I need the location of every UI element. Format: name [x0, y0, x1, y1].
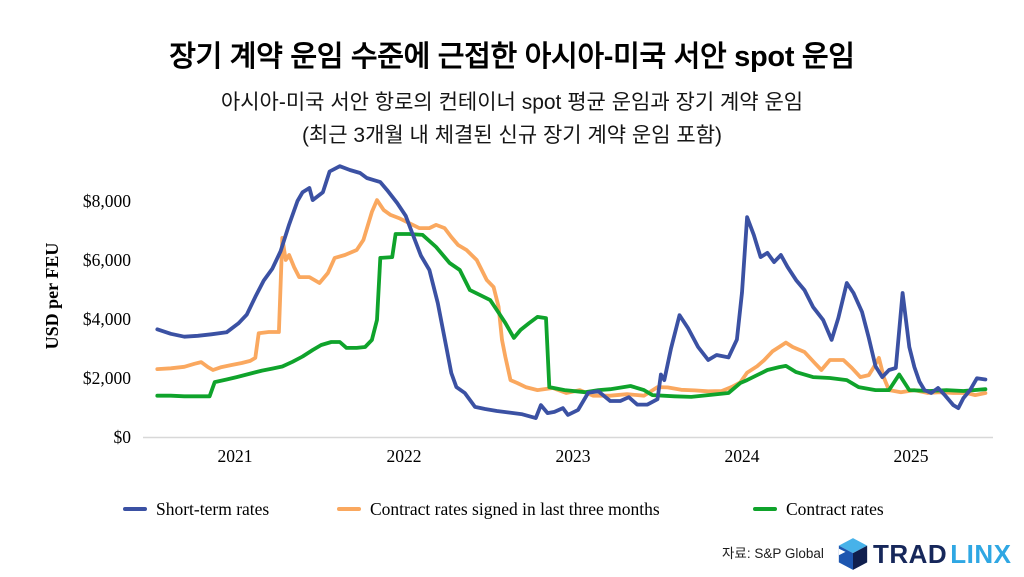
legend-item-contract-rates: Contract rates: [753, 499, 884, 519]
x-tick-label: 2022: [387, 446, 422, 466]
x-tick-label: 2025: [894, 446, 929, 466]
legend-label: Contract rates: [786, 498, 884, 519]
x-tick-label: 2021: [218, 446, 253, 466]
chart-subtitle-line2: (최근 3개월 내 체결된 신규 장기 계약 운임 포함): [301, 124, 723, 147]
source-note: 자료: S&P Global: [722, 546, 824, 561]
legend-label: Contract rates signed in last three mont…: [370, 498, 660, 519]
x-tick-label: 2024: [725, 446, 760, 466]
contract-rates-recent-swatch: [337, 506, 361, 512]
legend-item-short-term-rates: Short-term rates: [123, 499, 269, 519]
y-tick-label: $2,000: [83, 368, 131, 388]
tradlinx-logo: TRAD LINX: [838, 536, 1011, 572]
tradlinx-cube-icon: [838, 538, 868, 570]
y-tick-label: $4,000: [83, 309, 131, 329]
series-line-contract-rates: [155, 232, 988, 399]
page-title: 장기 계약 운임 수준에 근접한 아시아-미국 서안 spot 운임: [169, 41, 855, 73]
y-tick-label: $0: [114, 427, 132, 447]
contract-rates-swatch: [753, 506, 777, 512]
x-tick-label: 2023: [556, 446, 591, 466]
legend-item-contract-rates-recent: Contract rates signed in last three mont…: [337, 499, 660, 519]
short-term-rates-swatch: [123, 506, 147, 512]
y-tick-label: $6,000: [83, 250, 131, 270]
legend-label: Short-term rates: [156, 498, 270, 519]
chart-subtitle-line1: 아시아-미국 서안 항로의 컨테이너 spot 평균 운임과 장기 계약 운임: [220, 91, 804, 114]
y-tick-label: $8,000: [83, 191, 131, 211]
brand-text: TRAD LINX: [873, 539, 1012, 569]
series-line-short-term-rates: [155, 164, 988, 421]
